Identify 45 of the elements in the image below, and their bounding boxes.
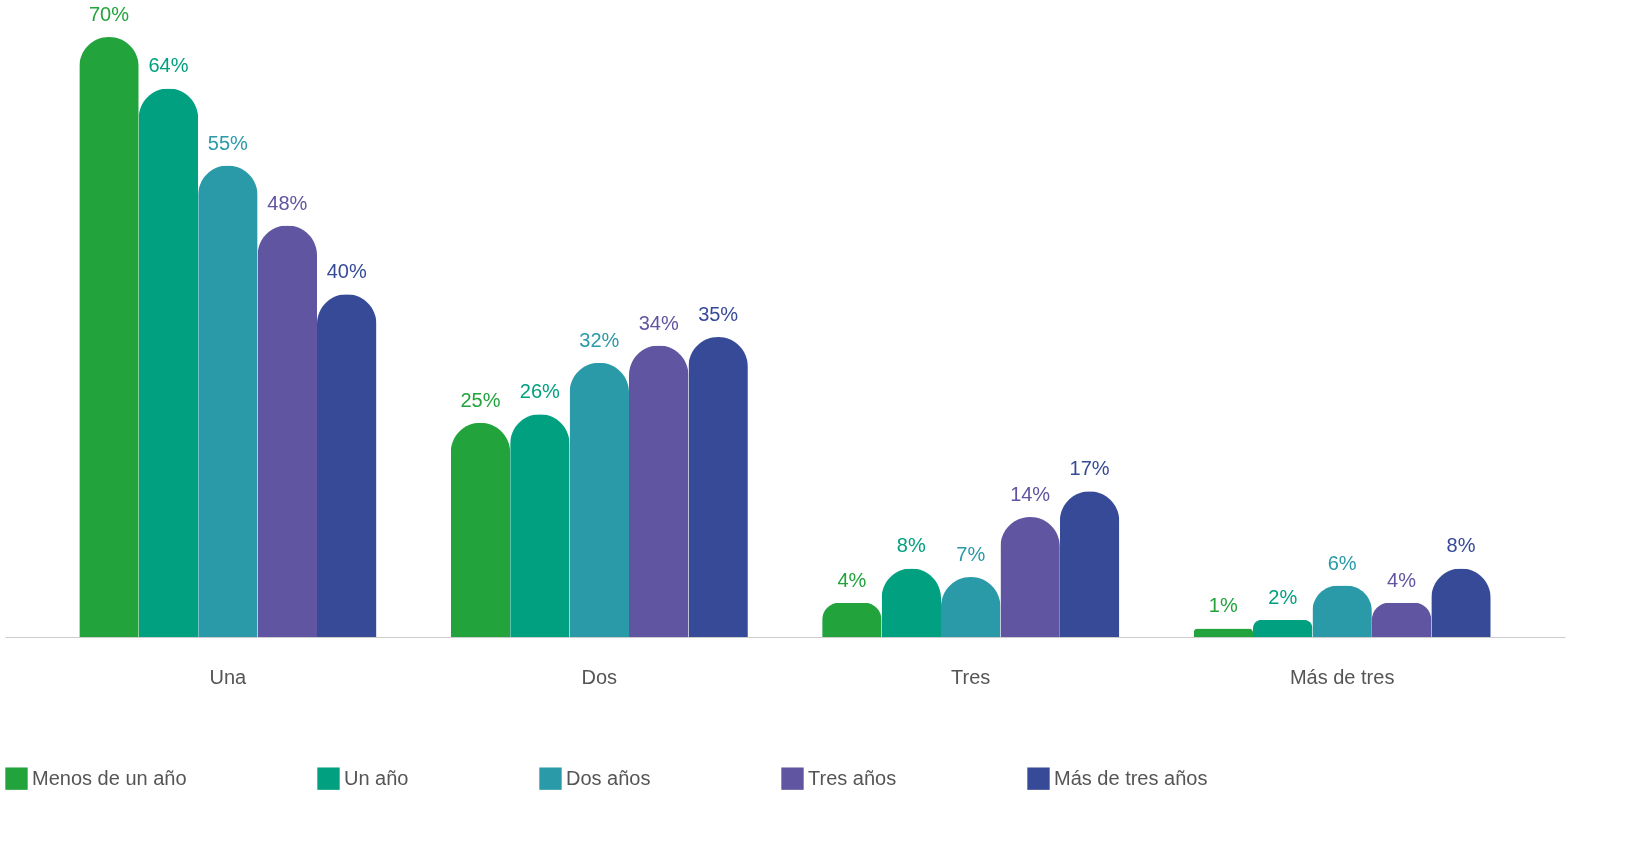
bar — [450, 422, 511, 637]
bar — [569, 362, 629, 637]
data-label: 35% — [698, 303, 739, 325]
bar — [1059, 491, 1120, 637]
x-tick-label: Tres — [951, 665, 991, 688]
data-label: 70% — [88, 3, 130, 25]
bar — [257, 225, 317, 637]
data-label: 34% — [638, 311, 679, 334]
x-tick-label: Dos — [581, 665, 618, 688]
data-label: 4% — [1387, 568, 1417, 591]
bar — [198, 165, 258, 637]
x-tick-label: Una — [209, 665, 248, 688]
data-label: 17% — [1069, 457, 1110, 480]
data-label: 40% — [326, 260, 367, 283]
data-label: 2% — [1268, 585, 1298, 608]
bar — [317, 294, 377, 637]
data-label: 1% — [1208, 594, 1238, 617]
legend-label: Menos de un año — [32, 766, 187, 789]
bar — [629, 345, 689, 637]
legend-label: Tres años — [808, 766, 897, 789]
data-label: 64% — [148, 54, 189, 77]
data-label: 26% — [519, 380, 561, 403]
bar — [79, 37, 139, 637]
legend-label: Más de tres años — [1054, 766, 1208, 789]
bar — [510, 414, 570, 637]
bar — [688, 337, 748, 637]
data-label: 6% — [1327, 551, 1357, 574]
data-label: 7% — [956, 543, 986, 565]
bar — [1371, 602, 1432, 637]
bar — [1193, 628, 1253, 637]
data-label: 4% — [837, 568, 867, 591]
data-label: 32% — [579, 328, 620, 351]
legend-label: Dos años — [566, 766, 651, 789]
bar — [822, 602, 882, 637]
data-label: 8% — [896, 534, 926, 557]
data-label: 55% — [207, 131, 249, 154]
data-label: 14% — [1010, 483, 1051, 505]
bar — [1253, 619, 1313, 637]
x-tick-label: Más de tres — [1289, 665, 1395, 688]
data-label: 8% — [1446, 534, 1476, 557]
bar — [1000, 517, 1060, 637]
data-label: 48% — [267, 191, 308, 214]
data-label: 25% — [460, 388, 501, 411]
bar — [138, 88, 199, 637]
legend-label: Un año — [344, 766, 409, 789]
